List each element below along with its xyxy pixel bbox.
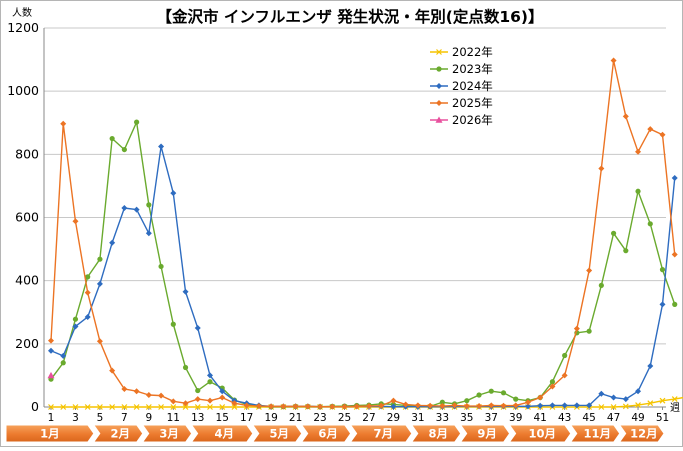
data-point <box>146 202 151 207</box>
month-chevron: 2月 <box>94 425 143 442</box>
month-chevron: 12月 <box>620 425 664 442</box>
x-tick-label: 17 <box>240 412 253 424</box>
x-tick-label: 43 <box>558 412 571 424</box>
x-tick-label: 41 <box>534 412 547 424</box>
x-tick-label: 9 <box>145 412 152 424</box>
y-axis-label: 人数 <box>12 6 32 19</box>
x-tick-label: 49 <box>631 412 644 424</box>
y-tick-label: 200 <box>15 336 39 351</box>
month-chevron: 5月 <box>253 425 302 442</box>
data-point <box>635 189 640 194</box>
month-label: 9月 <box>477 427 497 441</box>
data-point <box>623 248 628 253</box>
data-point <box>110 136 115 141</box>
month-label: 3月 <box>159 427 179 441</box>
month-label: 8月 <box>428 427 448 441</box>
x-tick-label: 29 <box>387 412 400 424</box>
month-label: 10月 <box>528 427 556 441</box>
data-point <box>195 388 200 393</box>
month-label: 4月 <box>214 427 234 441</box>
legend-label: 2026年 <box>452 113 493 127</box>
y-tick-label: 0 <box>31 399 39 414</box>
data-point <box>183 365 188 370</box>
x-tick-label: 31 <box>411 412 424 424</box>
legend-label: 2022年 <box>452 45 493 59</box>
data-point <box>501 390 506 395</box>
x-tick-label: 11 <box>167 412 180 424</box>
x-tick-label: 13 <box>191 412 204 424</box>
data-point <box>158 264 163 269</box>
data-point <box>476 392 481 397</box>
x-axis-label: 週 <box>670 402 680 414</box>
y-tick-label: 600 <box>15 210 39 225</box>
data-point <box>97 257 102 262</box>
data-point <box>513 397 518 402</box>
month-chevron: 11月 <box>571 425 620 442</box>
data-point <box>73 317 78 322</box>
data-point <box>562 353 567 358</box>
month-label: 1月 <box>40 427 60 441</box>
month-chevron: 10月 <box>510 425 571 442</box>
legend-marker <box>436 66 441 71</box>
month-chevron: 6月 <box>302 425 351 442</box>
data-point <box>648 221 653 226</box>
y-tick-label: 1000 <box>7 83 39 98</box>
x-tick-label: 45 <box>582 412 595 424</box>
month-label: 2月 <box>111 427 131 441</box>
data-point <box>464 398 469 403</box>
month-chevron: 4月 <box>192 425 253 442</box>
month-chevron: 8月 <box>412 425 461 442</box>
data-point <box>599 283 604 288</box>
month-bar: 1月 2月 3月 4月 5月 6月 7月 8月 9月 10月 11月 12月 <box>6 425 664 442</box>
x-tick-label: 33 <box>436 412 449 424</box>
data-point <box>611 231 616 236</box>
data-point <box>61 360 66 365</box>
x-tick-label: 39 <box>509 412 522 424</box>
month-label: 11月 <box>583 427 611 441</box>
month-chevron: 3月 <box>143 425 192 442</box>
data-point <box>489 389 494 394</box>
month-label: 5月 <box>269 427 289 441</box>
x-tick-label: 25 <box>338 412 351 424</box>
x-tick-label: 27 <box>362 412 375 424</box>
x-tick-label: 51 <box>656 412 669 424</box>
data-point <box>207 379 212 384</box>
data-point <box>171 322 176 327</box>
x-tick-label: 15 <box>216 412 229 424</box>
legend-label: 2025年 <box>452 96 493 110</box>
data-point <box>660 267 665 272</box>
chart-title: 【金沢市 インフルエンザ 発生状況・年別(定点数16)】 <box>156 7 543 26</box>
x-tick-label: 3 <box>72 412 79 424</box>
legend-label: 2024年 <box>452 79 493 93</box>
month-label: 7月 <box>373 427 393 441</box>
x-tick-label: 23 <box>313 412 326 424</box>
month-chevron: 7月 <box>351 425 412 442</box>
data-point <box>672 302 677 307</box>
x-tick-label: 47 <box>607 412 620 424</box>
month-chevron: 9月 <box>461 425 510 442</box>
y-tick-label: 1200 <box>7 20 39 35</box>
x-tick-label: 1 <box>48 412 55 424</box>
data-point <box>587 329 592 334</box>
legend-label: 2023年 <box>452 62 493 76</box>
x-tick-label: 35 <box>460 412 473 424</box>
x-tick-label: 21 <box>289 412 302 424</box>
x-tick-label: 5 <box>97 412 104 424</box>
x-tick-label: 7 <box>121 412 128 424</box>
data-point <box>134 120 139 125</box>
data-point <box>122 147 127 152</box>
x-tick-label: 37 <box>485 412 498 424</box>
y-tick-label: 800 <box>15 146 39 161</box>
month-label: 6月 <box>318 427 338 441</box>
month-chevron: 1月 <box>6 425 94 442</box>
month-label: 12月 <box>630 427 658 441</box>
y-tick-label: 400 <box>15 273 39 288</box>
x-tick-label: 19 <box>264 412 277 424</box>
